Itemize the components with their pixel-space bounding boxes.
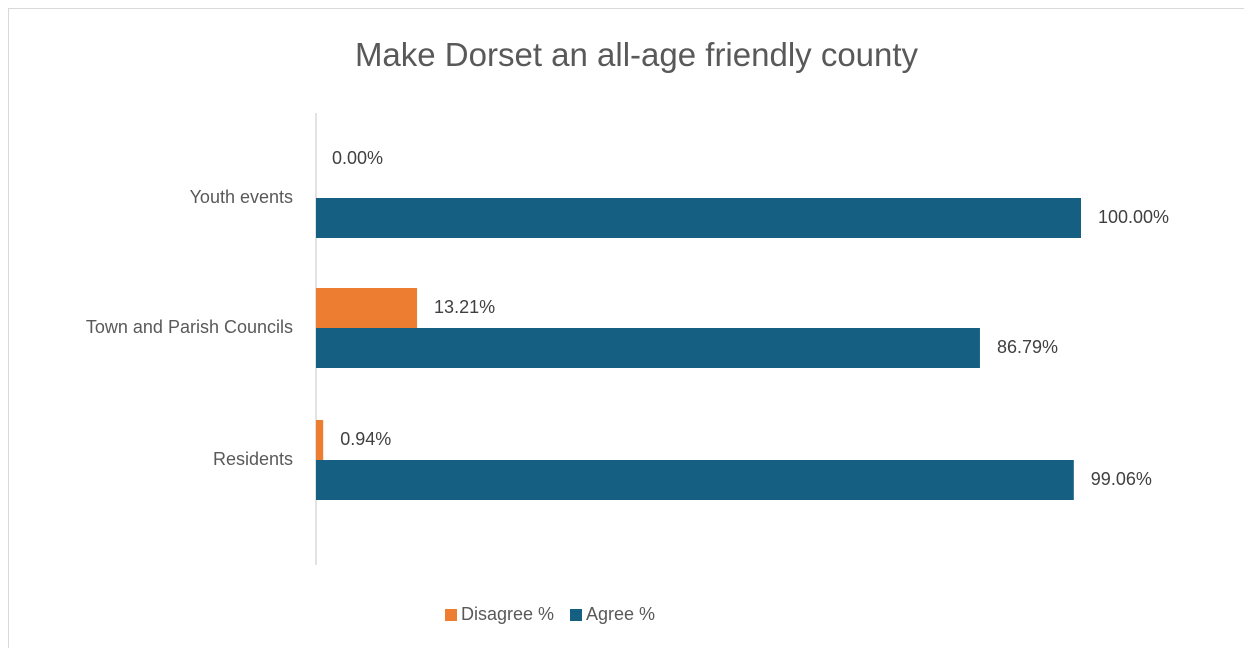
bar-agree-town-and-parish-councils bbox=[316, 328, 980, 368]
category-label-town-and-parish-councils: Town and Parish Councils bbox=[86, 317, 293, 337]
chart-title: Make Dorset an all-age friendly county bbox=[354, 36, 919, 73]
data-label-disagree-youth-events: 0.00% bbox=[332, 148, 383, 168]
data-label-agree-residents: 99.06% bbox=[1091, 469, 1152, 489]
bar-disagree-town-and-parish-councils bbox=[316, 288, 418, 328]
legend-item-agree: Agree % bbox=[570, 604, 655, 625]
legend-swatch-disagree bbox=[444, 608, 457, 621]
bar-disagree-residents bbox=[316, 420, 324, 460]
legend-label-agree: Agree % bbox=[586, 604, 656, 624]
data-label-agree-youth-events: 100.00% bbox=[1098, 207, 1169, 227]
category-label-youth-events: Youth events bbox=[190, 187, 293, 207]
legend-swatch-agree bbox=[570, 608, 582, 621]
chart-frame bbox=[8, 8, 1244, 648]
data-label-disagree-residents: 0.94% bbox=[340, 429, 391, 449]
chart-legend: Disagree % Agree % bbox=[0, 604, 1100, 625]
bar-agree-youth-events bbox=[316, 198, 1081, 238]
data-label-agree-town-and-parish-councils: 86.79% bbox=[997, 337, 1058, 357]
category-label-residents: Residents bbox=[213, 449, 293, 469]
legend-label-disagree: Disagree % bbox=[460, 604, 554, 624]
bar-agree-residents bbox=[316, 460, 1074, 500]
legend-item-disagree: Disagree % bbox=[444, 604, 554, 625]
data-label-disagree-town-and-parish-councils: 13.21% bbox=[434, 297, 495, 317]
